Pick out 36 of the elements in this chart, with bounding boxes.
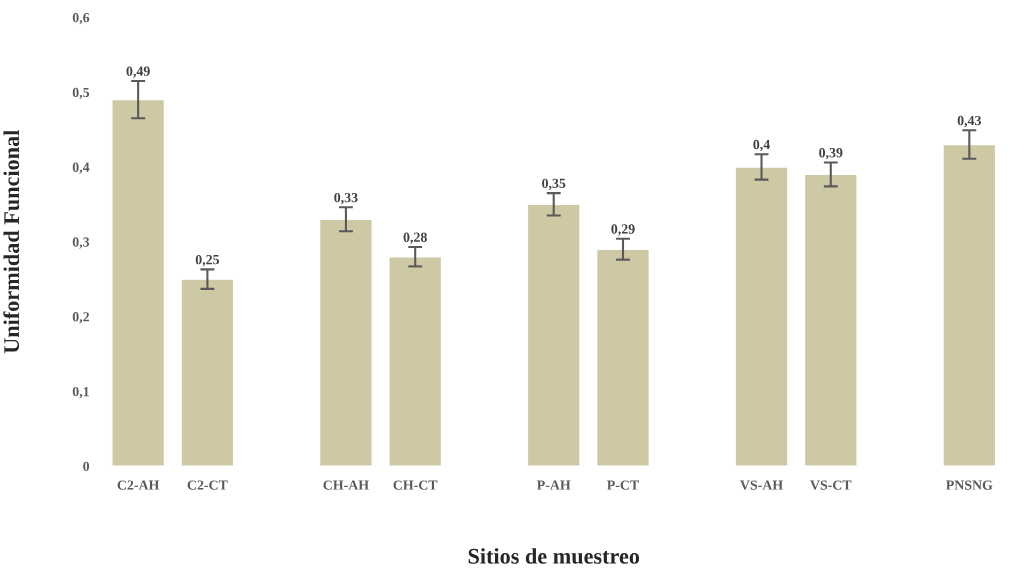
bar [803,173,858,467]
data-label: 0,35 [542,178,566,191]
x-tick-label: C2-CT [187,480,228,490]
bar [180,278,235,467]
data-label: 0,33 [334,192,358,205]
bar [388,255,443,467]
x-axis-title: Sitios de muestreo [468,548,640,564]
y-tick-label: 0,2 [72,312,90,324]
data-label: 0,29 [611,224,635,236]
x-tick-label: P-AH [536,480,571,490]
x-tick-label: P-CT [607,480,639,490]
y-tick-label: 0,3 [72,237,90,249]
data-label: 0,4 [753,139,770,152]
y-axis-title: Uniformidad Funcional [3,130,20,354]
bar [595,248,651,467]
data-label: 0,39 [819,148,843,160]
data-label: 0,49 [126,66,150,78]
y-tick-label: 0,4 [72,162,90,174]
x-tick-label: VS-CT [810,480,852,490]
y-tick-label: 0,5 [72,87,90,100]
x-tick-label: CH-AH [323,480,369,490]
x-tick-label: PNSNG [946,480,993,490]
bar [734,166,789,467]
bar [942,143,997,467]
x-tick-label: VS-AH [740,480,783,490]
y-tick-label: 0,1 [72,386,89,399]
bar [111,98,166,467]
data-label: 0,43 [957,115,981,128]
data-label: 0,28 [403,232,427,244]
x-tick-label: C2-AH [117,480,160,490]
data-label: 0,25 [195,254,220,267]
x-tick-label: CH-CT [393,480,438,490]
y-tick-label: 0 [83,461,90,472]
y-tick-label: 0,6 [72,12,90,25]
bar [526,203,581,467]
bar [318,218,373,467]
